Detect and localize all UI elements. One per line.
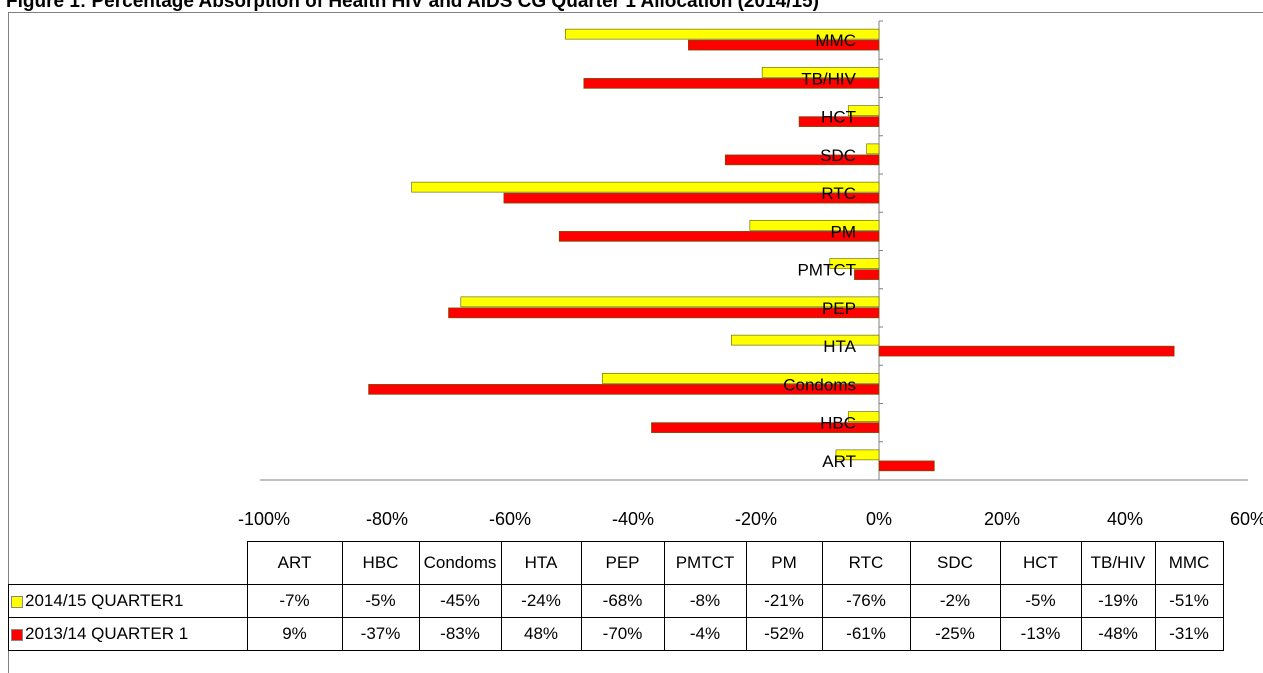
table-cell: -25% [909, 617, 1001, 651]
table-cell: -5% [999, 584, 1082, 618]
bar-q1-2014 [847, 411, 880, 422]
table-cell: -19% [1080, 584, 1156, 618]
bar-chart: ART HBC Condoms HTA PEP PMTCT PM RTC SDC HCT TB/HI… [238, 20, 1263, 529]
table-cell: 9% [246, 617, 343, 651]
bar-q1-2013 [651, 422, 880, 433]
bar-q1-2013 [368, 384, 880, 395]
bar-q1-2013 [854, 269, 880, 280]
table-header-cell: PEP [580, 541, 665, 585]
category-label: Condoms [783, 375, 856, 394]
bar-q1-2013 [558, 231, 880, 242]
x-tick-label: -80% [366, 509, 408, 529]
table-cell: -2% [909, 584, 1001, 618]
table-cell: -61% [821, 617, 911, 651]
bar-q1-2014 [565, 28, 880, 40]
table-cell: -24% [500, 584, 582, 618]
x-tick-label: 0% [866, 509, 892, 529]
category-label: PMTCT [797, 261, 856, 280]
category-label: RTC [821, 184, 856, 203]
table-header-cell: SDC [909, 541, 1001, 585]
bar-q1-2013 [583, 78, 880, 89]
x-tick-label: 40% [1107, 509, 1143, 529]
table-cell: -31% [1154, 617, 1224, 651]
bar-q1-2013 [878, 345, 1175, 357]
bar-q1-2014 [731, 334, 880, 346]
table-header-cell: MMC [1154, 541, 1224, 585]
legend-entry: 2013/14 QUARTER 1 [8, 617, 248, 651]
category-label: MMC [815, 31, 856, 50]
x-tick-label: -60% [489, 509, 531, 529]
bar-q1-2013 [798, 116, 880, 127]
table-cell: -76% [821, 584, 911, 618]
bar-q1-2014 [749, 220, 880, 231]
table-cell: 48% [500, 617, 582, 651]
legend-swatch [11, 628, 23, 641]
table-cell: -13% [999, 617, 1082, 651]
table-cell: -8% [663, 584, 747, 618]
bar-q1-2014 [829, 258, 880, 269]
x-tick-label: 60% [1230, 509, 1263, 529]
table-header-cell: PMTCT [663, 541, 747, 585]
table-cell: -51% [1154, 584, 1224, 618]
table-header-cell: HCT [999, 541, 1082, 585]
legend-swatch [11, 595, 23, 608]
table-cell: -70% [580, 617, 665, 651]
bar-q1-2014 [847, 105, 880, 116]
table-header-cell: HBC [341, 541, 420, 585]
table-cell: -4% [663, 617, 747, 651]
bar-q1-2013 [503, 192, 880, 204]
bar-q1-2013 [878, 460, 935, 472]
table-header-cell: PM [745, 541, 823, 585]
category-label: HCT [821, 108, 856, 127]
table-cell: -48% [1080, 617, 1156, 651]
x-tick-label: -100% [238, 509, 290, 529]
x-tick-label: 20% [984, 509, 1020, 529]
table-cell: -5% [341, 584, 420, 618]
table-header-cell: RTC [821, 541, 911, 585]
bar-q1-2014 [460, 296, 880, 308]
x-tick-label: -40% [612, 509, 654, 529]
bar-q1-2014 [866, 143, 880, 155]
table-corner [8, 541, 248, 585]
bar-q1-2014 [835, 449, 880, 461]
category-label: SDC [820, 146, 856, 165]
table-cell: -45% [418, 584, 502, 618]
bar-q1-2013 [724, 154, 880, 166]
bar-q1-2013 [688, 39, 880, 51]
x-tick-label: -20% [735, 509, 777, 529]
chart-title: Figure 1: Percentage Absorption of Healt… [6, 0, 819, 12]
table-header-cell: Condoms [418, 541, 502, 585]
category-label: HTA [823, 337, 856, 356]
table-header-cell: ART [246, 541, 343, 585]
bar-q1-2014 [601, 373, 880, 384]
legend-label: 2013/14 QUARTER 1 [25, 624, 189, 643]
table-cell: -7% [246, 584, 343, 618]
table-header-cell: HTA [500, 541, 582, 585]
table-cell: -37% [341, 617, 420, 651]
category-label: HBC [820, 414, 856, 433]
bar-q1-2014 [761, 67, 880, 78]
category-label: PM [831, 222, 857, 241]
table-cell: -68% [580, 584, 665, 618]
data-table: ART HBC Condoms HTA PEP PMTCT PM RTC SDC HCT TB/HI… [8, 541, 1224, 651]
legend-entry: 2014/15 QUARTER1 [8, 584, 248, 618]
legend-label: 2014/15 QUARTER1 [25, 591, 184, 610]
category-label: PEP [822, 299, 856, 318]
table-cell: -21% [745, 584, 823, 618]
table-header-cell: TB/HIV [1080, 541, 1156, 585]
bar-q1-2013 [448, 307, 880, 319]
category-label: ART [822, 452, 856, 471]
table-cell: -52% [745, 617, 823, 651]
category-label: TB/HIV [801, 69, 856, 88]
table-header-row: ART HBC Condoms HTA PEP PMTCT PM RTC SDC HCT TB/HI… [8, 541, 1224, 585]
bar-q1-2014 [411, 181, 880, 193]
table-row: 2014/15 QUARTER1 -7% -5% -45% -24% -68% -8% -2… [8, 584, 1224, 618]
table-cell: -83% [418, 617, 502, 651]
table-row: 2013/14 QUARTER 1 9% -37% -83% 48% -70% -4% -5… [8, 617, 1224, 651]
chart-frame [8, 12, 1263, 673]
